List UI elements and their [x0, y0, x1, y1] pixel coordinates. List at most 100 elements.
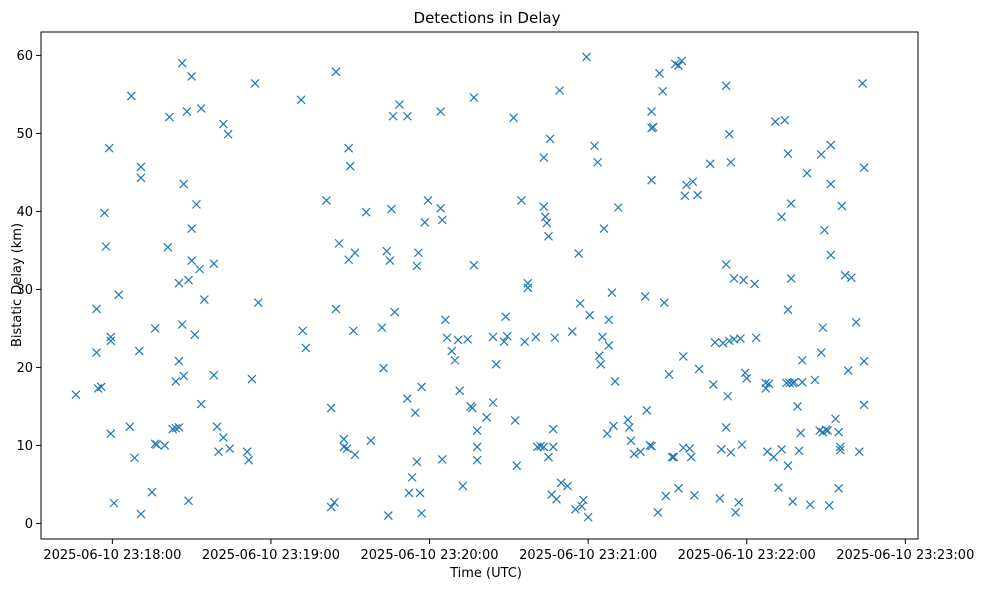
data-point [71, 390, 81, 400]
data-point [823, 426, 833, 436]
data-points [71, 52, 869, 522]
data-point [726, 447, 736, 457]
data-point [152, 440, 162, 450]
data-point [571, 504, 580, 514]
data-point [834, 483, 844, 493]
data-point [640, 291, 650, 301]
x-axis: 2025-06-10 23:18:00 2025-06-10 23:19:00 20… [43, 539, 974, 563]
data-point [740, 368, 750, 378]
data-point [674, 483, 683, 493]
data-point [659, 298, 669, 308]
data-point [783, 149, 793, 159]
y-tick-label: 30 [16, 283, 33, 298]
data-point [225, 444, 235, 453]
data-point [350, 248, 360, 258]
data-point [92, 348, 101, 358]
data-point [383, 511, 393, 521]
data-point [820, 225, 829, 235]
data-point [858, 79, 867, 88]
data-point [648, 122, 658, 132]
data-point [859, 163, 869, 173]
x-tick-label: 2025-06-10 23:18:00 [43, 548, 181, 563]
data-point [301, 343, 311, 353]
data-point [147, 487, 157, 497]
data-point [512, 461, 522, 471]
data-point [846, 273, 856, 283]
data-point [777, 444, 787, 454]
data-point [859, 356, 869, 366]
data-point [575, 299, 585, 308]
data-point [642, 405, 652, 415]
data-point [366, 436, 376, 446]
data-point [344, 255, 354, 265]
data-point [344, 143, 354, 153]
data-point [163, 242, 173, 252]
data-point [407, 472, 417, 482]
y-tick-label: 0 [25, 517, 33, 532]
data-point [737, 440, 747, 450]
data-point [126, 91, 136, 101]
data-point [361, 207, 371, 217]
data-point [604, 341, 614, 350]
data-point [472, 442, 482, 452]
data-point [739, 275, 748, 285]
data-point [694, 364, 704, 374]
data-point [664, 369, 674, 379]
data-point [596, 359, 606, 369]
data-point [130, 453, 139, 463]
data-point [179, 371, 189, 381]
data-point [455, 386, 465, 396]
data-point [705, 159, 715, 169]
x-tick-label: 2025-06-10 23:23:00 [836, 548, 974, 563]
data-point [555, 86, 565, 95]
data-point [165, 112, 174, 122]
data-point [417, 382, 427, 392]
data-point [762, 447, 772, 457]
chart-title: Detections in Delay [414, 9, 561, 27]
data-point [751, 333, 761, 343]
data-point [437, 215, 447, 225]
data-point [837, 201, 847, 211]
data-point [171, 423, 181, 433]
data-point [599, 224, 609, 233]
data-point [794, 446, 804, 456]
data-point [469, 260, 479, 270]
y-axis-label: Bistatic Delay (km) [10, 223, 25, 347]
data-point [523, 283, 533, 293]
x-tick-label: 2025-06-10 23:22:00 [678, 548, 816, 563]
data-point [532, 442, 542, 452]
data-point [447, 346, 457, 356]
data-point [769, 452, 779, 462]
data-point [585, 310, 595, 320]
data-point [724, 336, 734, 346]
data-point [715, 494, 725, 503]
data-point [726, 157, 736, 167]
x-tick-label: 2025-06-10 23:20:00 [361, 548, 499, 563]
data-point [831, 414, 840, 424]
data-point [442, 333, 452, 343]
data-point [761, 384, 771, 393]
data-point [693, 190, 702, 200]
data-point [196, 399, 206, 409]
data-point [379, 363, 388, 373]
data-point [250, 79, 260, 88]
data-point [423, 196, 433, 205]
data-point [101, 242, 111, 251]
data-point [597, 332, 607, 342]
data-point [678, 352, 688, 361]
data-point [104, 143, 114, 153]
data-point [212, 422, 222, 432]
data-point [414, 248, 423, 258]
data-point [550, 333, 560, 343]
data-point [209, 259, 219, 269]
data-point [437, 455, 447, 464]
data-point [394, 100, 404, 109]
data-point [199, 295, 209, 304]
data-point [177, 320, 187, 329]
data-point [661, 491, 671, 501]
data-point [244, 455, 254, 465]
data-point [196, 104, 206, 113]
data-point [708, 380, 718, 389]
data-point [604, 315, 614, 325]
data-point [653, 508, 663, 517]
